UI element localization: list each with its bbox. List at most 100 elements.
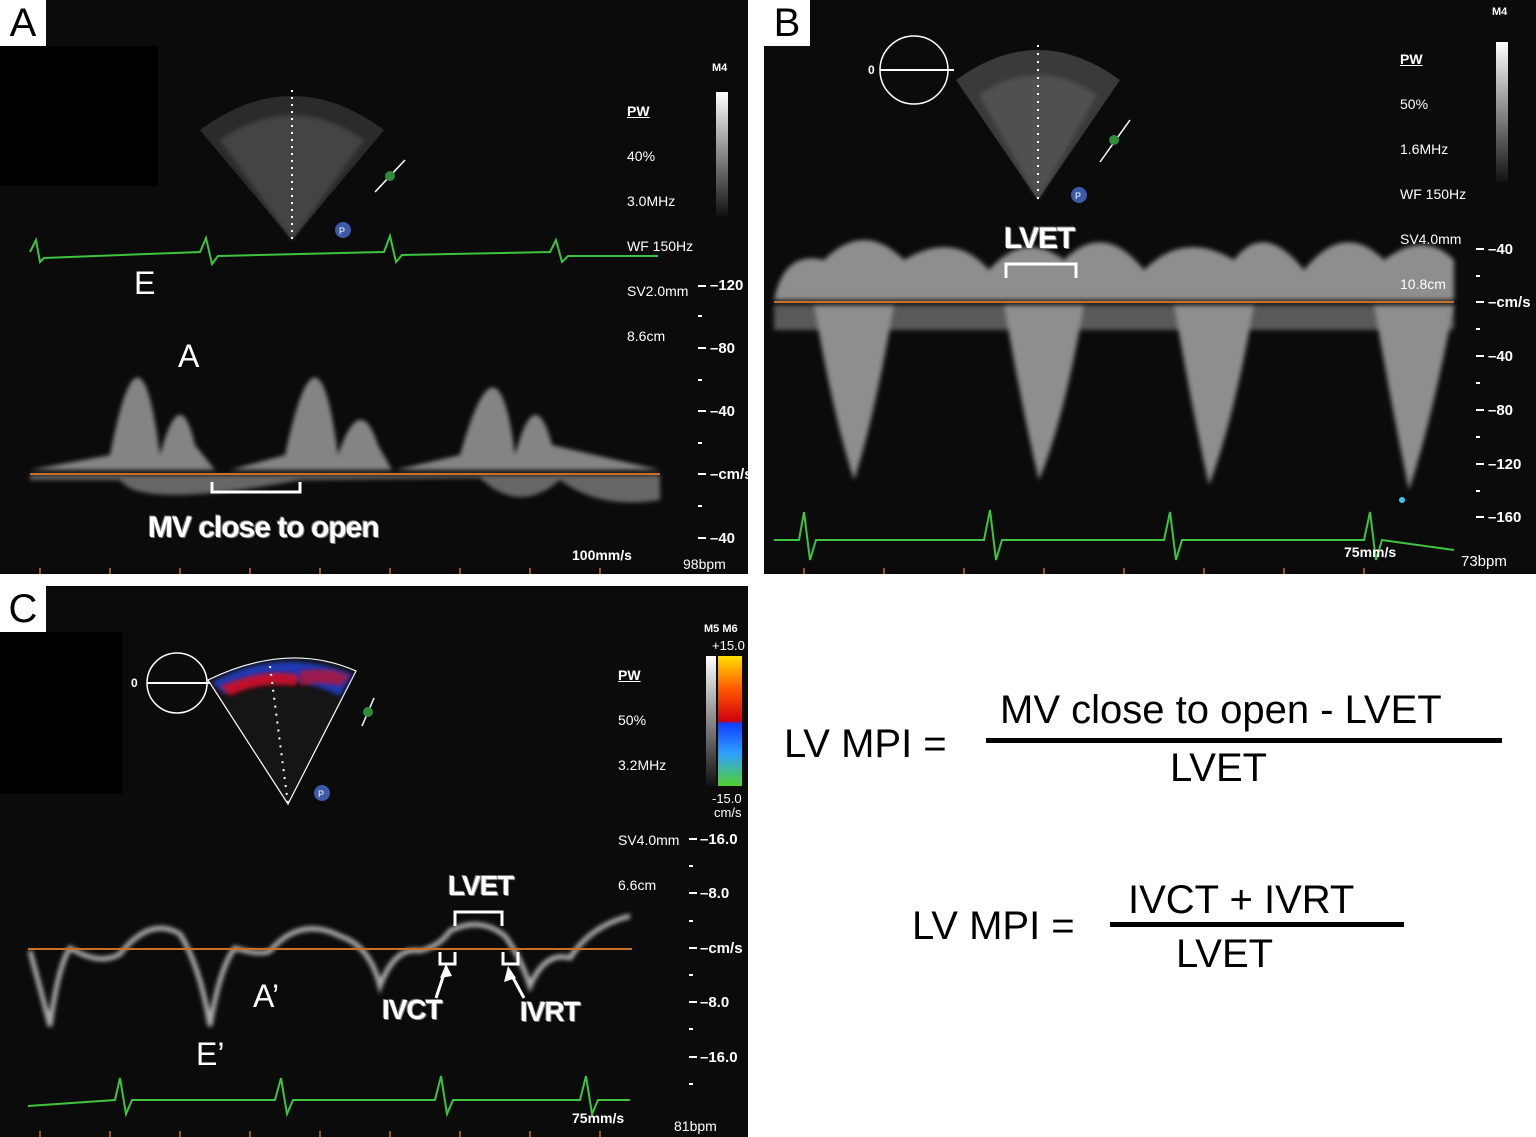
scale-tick: –16.0 (700, 831, 738, 848)
label-ivct: IVCT (382, 994, 443, 1025)
mode-label: PW (1400, 51, 1423, 67)
panel-a-mitral-inflow: A P (0, 0, 748, 574)
doppler-image-c: P (27, 652, 742, 1137)
setting-line: 3.2MHz (618, 757, 667, 773)
settings-readout: PW 50% 3.2MHz SV4.0mm 6.6cm (618, 638, 679, 923)
svg-text:P: P (1075, 191, 1081, 201)
scale-tick: –8.0 (700, 885, 730, 902)
formula-1-lhs: LV MPI = (784, 722, 947, 766)
panel-b-lvot-flow: B P (764, 0, 1536, 574)
heart-rate: 98bpm (683, 556, 726, 572)
heart-rate: 73bpm (1461, 553, 1507, 570)
scale-tick: –40 (1488, 241, 1514, 258)
fraction-bar (986, 738, 1502, 743)
angle-label: 0 (131, 676, 138, 690)
ivct-bracket (438, 952, 457, 966)
color-bar-top: +15.0 (712, 638, 745, 653)
sweep-speed: 75mm/s (1344, 544, 1397, 560)
color-bar-bottom: -15.0 (712, 791, 742, 806)
grayscale-bar (706, 656, 716, 786)
ecg-trace (774, 509, 1455, 561)
p-marker-icon (1071, 187, 1087, 203)
scale-unit: –cm/s (1488, 294, 1531, 311)
sweep-speed: 100mm/s (572, 547, 632, 563)
setting-line: WF 150Hz (1400, 186, 1467, 202)
blank-region (0, 632, 122, 794)
label-e-wave: E (134, 265, 156, 301)
setting-line: 6.6cm (618, 877, 657, 893)
formula-2-denominator: LVET (1176, 932, 1274, 976)
setting-line: 10.8cm (1400, 276, 1446, 292)
grayscale-bar (1496, 42, 1508, 182)
color-bar-unit: cm/s (714, 805, 742, 820)
probe-label: M4 (1492, 6, 1508, 18)
lvet-bracket (453, 910, 504, 926)
grayscale-bar (716, 92, 728, 216)
setting-line: 1.6MHz (1400, 141, 1449, 157)
doppler-image-b: P (774, 35, 1508, 574)
scale-tick: –8.0 (700, 994, 730, 1011)
scale-tick: –120 (1488, 456, 1522, 473)
setting-line: SV2.0mm (627, 283, 689, 299)
probe-label: M5 M6 (704, 623, 738, 635)
lvet-bracket (1004, 262, 1078, 278)
doppler-spectrum (30, 377, 660, 503)
scale-tick: –80 (1488, 402, 1514, 419)
settings-readout: PW 40% 3.0MHz WF 150Hz SV2.0mm 8.6cm (627, 74, 693, 374)
formula-1-denominator: LVET (1170, 746, 1268, 790)
ecg-trace (29, 232, 658, 267)
probe-label: M4 (712, 62, 728, 74)
setting-line: 3.0MHz (627, 193, 676, 209)
scale-tick: –40 (1488, 348, 1514, 365)
scale-tick: –160 (1488, 509, 1522, 526)
ecg-trace (27, 1075, 630, 1118)
scale-tick: –40 (710, 403, 736, 420)
heart-rate: 81bpm (674, 1118, 717, 1134)
setting-line: 40% (627, 148, 656, 164)
fraction-bar (1110, 922, 1404, 927)
mode-label: PW (618, 667, 641, 683)
label-e-prime: E’ (196, 1036, 225, 1072)
setting-line: SV4.0mm (618, 832, 680, 848)
doppler-spectrum (774, 240, 1454, 490)
label-ivrt: IVRT (520, 996, 581, 1027)
scale-tick: –80 (710, 340, 736, 357)
doppler-image-a: P (29, 90, 728, 574)
color-velocity-bar (718, 656, 742, 786)
ivrt-bracket (501, 952, 520, 966)
angle-label: 0 (868, 63, 875, 77)
sweep-speed: 75mm/s (572, 1110, 625, 1126)
label-lvet: LVET (1004, 222, 1075, 255)
setting-line: WF 150Hz (627, 238, 694, 254)
mv-bracket (210, 482, 302, 494)
scale-tick: –40 (710, 530, 736, 547)
sector-image (207, 657, 357, 806)
label-lvet: LVET (448, 870, 514, 901)
mode-label: PW (627, 103, 650, 119)
label-mv-close-to-open: MV close to open (148, 511, 380, 544)
scale-tick: –120 (710, 277, 744, 294)
setting-line: SV4.0mm (1400, 231, 1462, 247)
formula-1-numerator: MV close to open - LVET (1000, 688, 1442, 732)
label-a-wave: A (178, 338, 200, 374)
p-marker-icon (335, 222, 351, 238)
doppler-spectrum (27, 913, 631, 1027)
scale-unit: –cm/s (700, 940, 743, 957)
setting-line: 8.6cm (627, 328, 666, 344)
panel-letter: A (0, 0, 46, 46)
scale-unit: –cm/s (710, 466, 748, 483)
formula-2-numerator: IVCT + IVRT (1128, 878, 1355, 922)
formula-2-lhs: LV MPI = (912, 904, 1075, 948)
scale-tick: –16.0 (700, 1049, 738, 1066)
panel-letter: C (0, 586, 46, 632)
setting-line: 50% (1400, 96, 1429, 112)
svg-text:P: P (339, 226, 345, 236)
setting-line: 50% (618, 712, 647, 728)
svg-text:P: P (318, 789, 324, 799)
p-marker-icon (314, 785, 330, 801)
blank-region (0, 46, 158, 186)
settings-readout: PW 50% 1.6MHz WF 150Hz SV4.0mm 10.8cm (1400, 22, 1466, 322)
panel-c-tissue-doppler: C P (0, 586, 748, 1137)
label-a-prime: A’ (253, 978, 280, 1014)
panel-letter: B (764, 0, 810, 46)
